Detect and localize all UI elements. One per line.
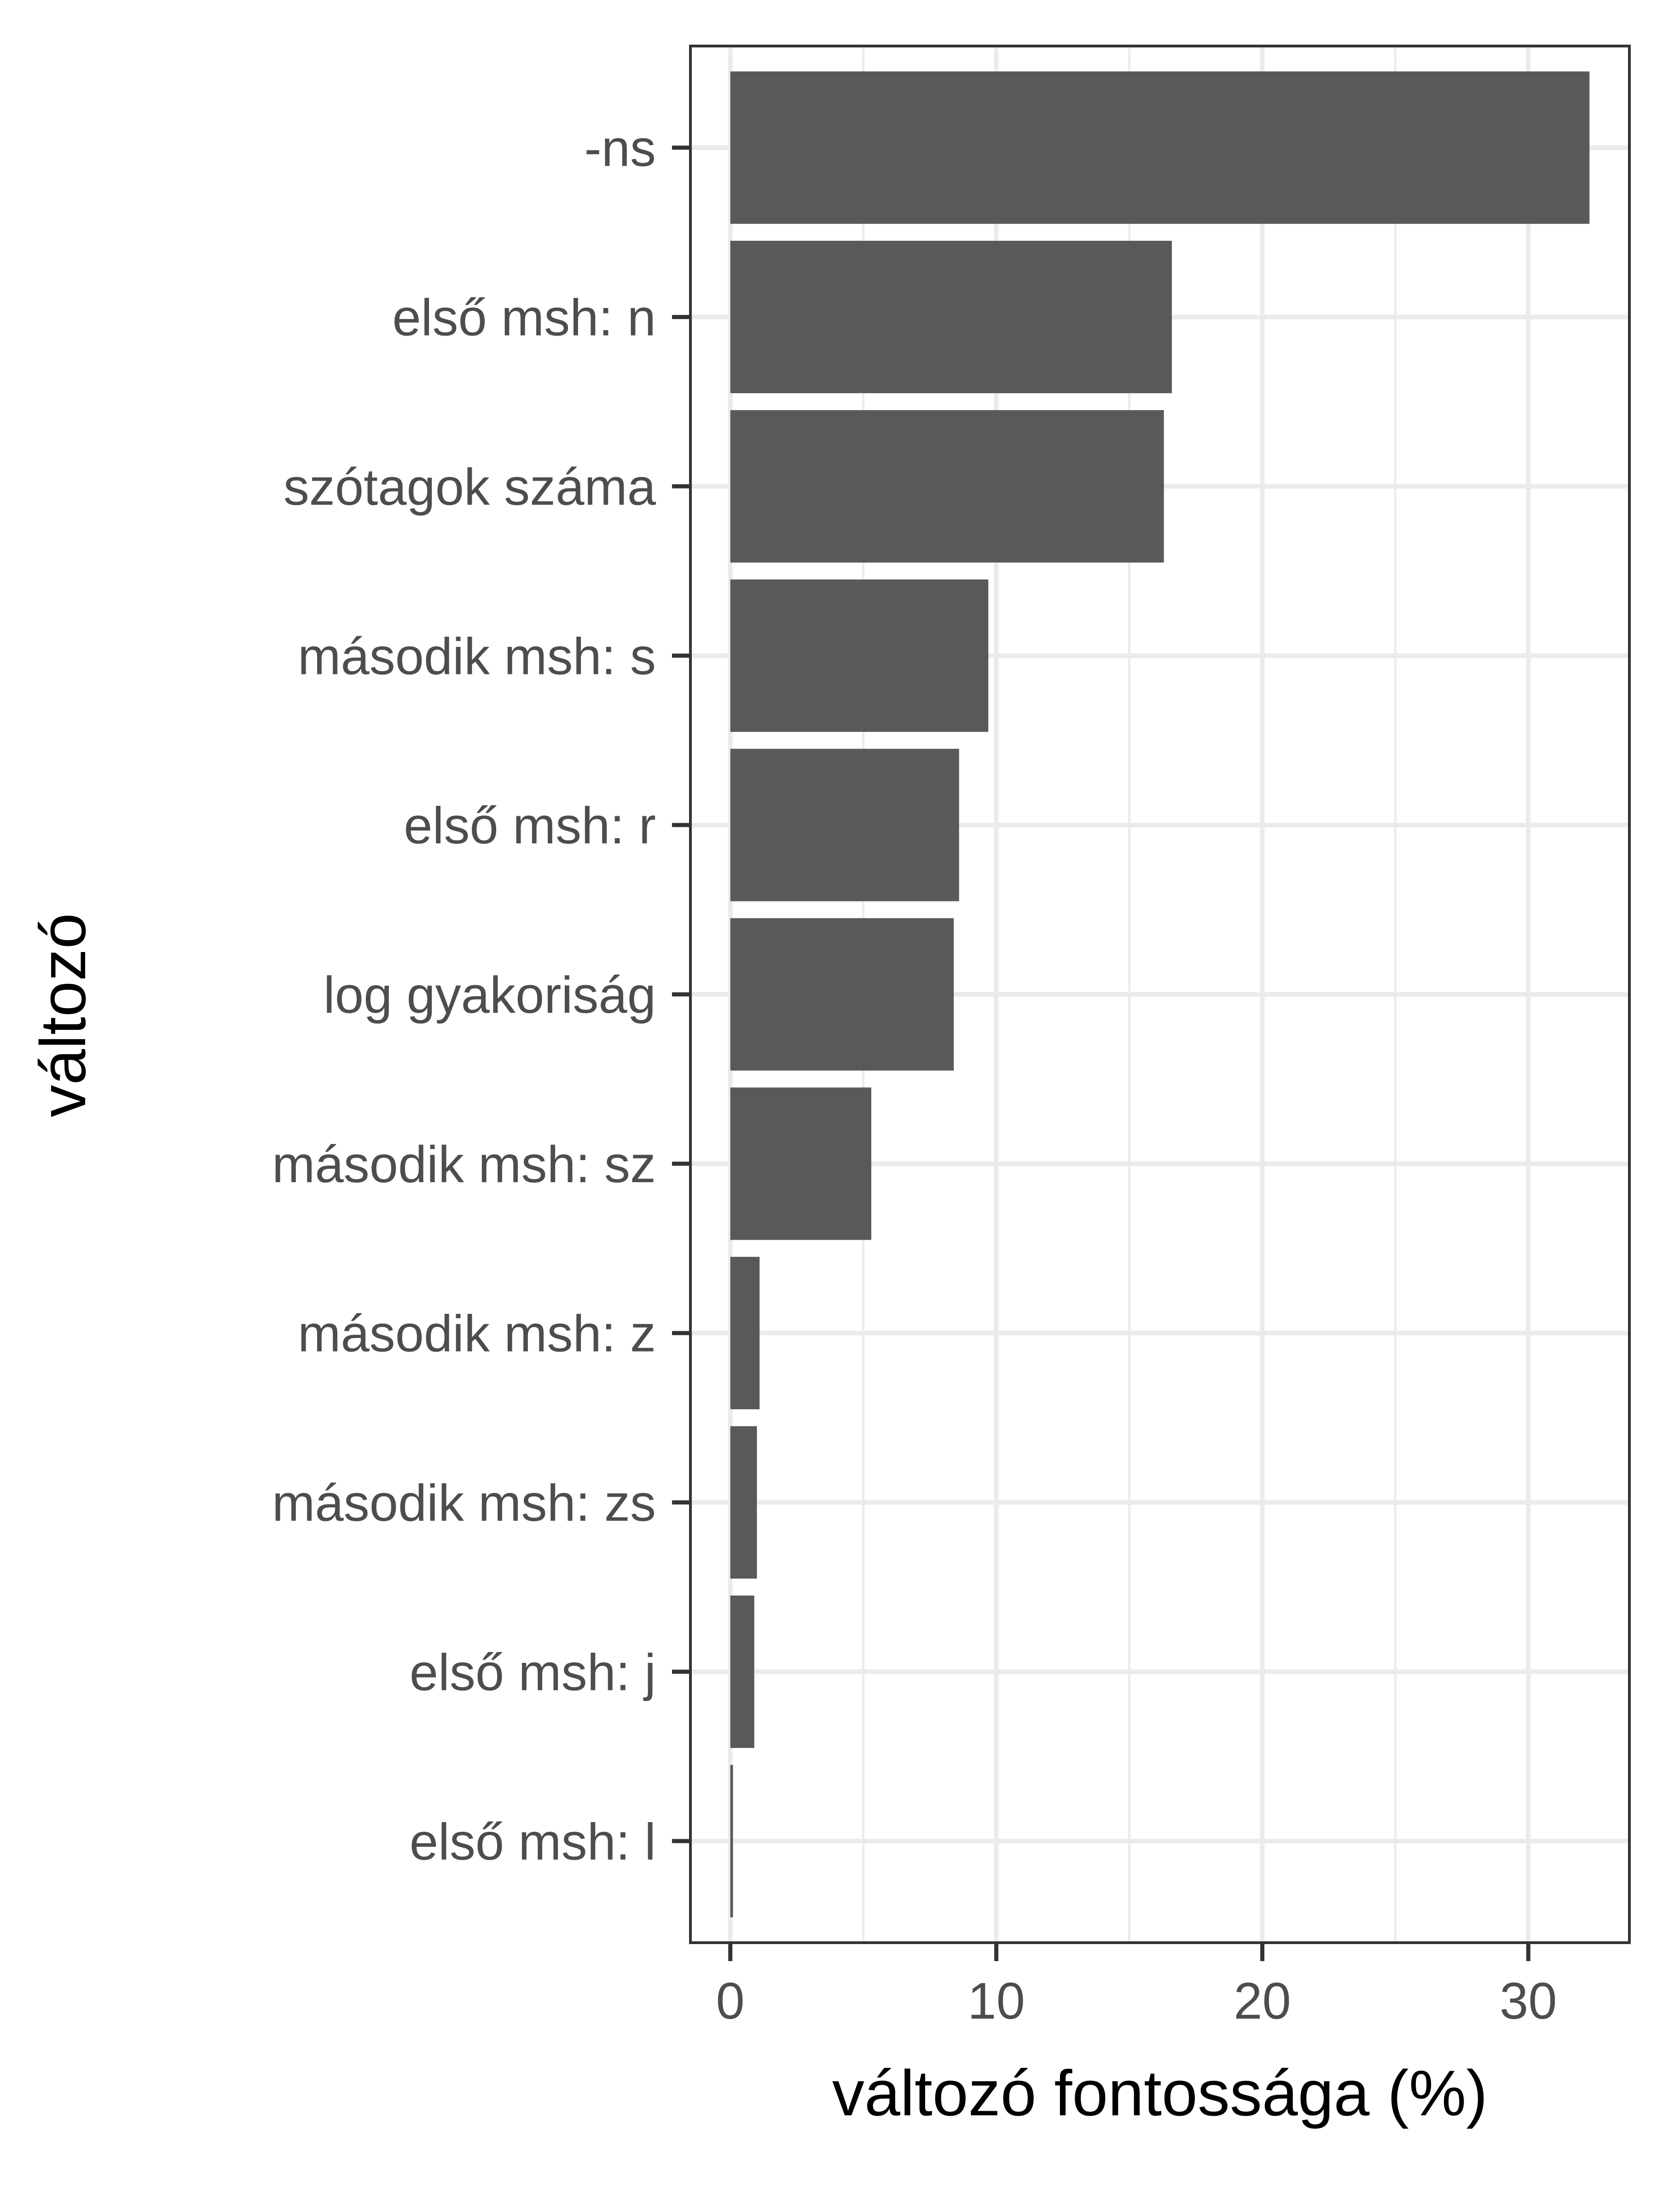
bar <box>730 1426 757 1579</box>
bar-layer <box>730 71 1590 1917</box>
bar <box>730 410 1164 563</box>
y-tick-label: első msh: r <box>404 797 656 854</box>
x-axis-title: változó fontossága (%) <box>832 2057 1488 2129</box>
bar <box>730 241 1172 394</box>
y-tick-label: első msh: j <box>410 1643 656 1701</box>
y-tick-label: log gyakoriság <box>324 966 656 1024</box>
bar <box>730 749 959 901</box>
bar <box>730 1765 733 1917</box>
y-axis-title: változó <box>27 913 99 1117</box>
bar <box>730 71 1590 224</box>
y-tick-label: első msh: n <box>392 289 656 347</box>
x-tick-label: 10 <box>968 1972 1025 2030</box>
bar <box>730 579 989 732</box>
y-axis: -ns első msh: n szótagok száma második msh:… <box>272 120 690 1870</box>
y-tick-label: második msh: sz <box>272 1136 656 1193</box>
y-tick-label: szótagok száma <box>284 458 656 516</box>
x-axis: 0 10 20 30 <box>716 1943 1557 2030</box>
y-tick-label: második msh: s <box>298 627 656 685</box>
y-tick-label: első msh: l <box>410 1813 656 1870</box>
bar <box>730 1087 871 1240</box>
bar <box>730 1595 754 1748</box>
x-tick-label: 20 <box>1234 1972 1291 2030</box>
bar <box>730 1257 760 1410</box>
y-tick-label: második msh: z <box>298 1305 656 1363</box>
y-tick-label: második msh: zs <box>272 1475 656 1532</box>
x-tick-label: 0 <box>716 1972 745 2030</box>
x-tick-label: 30 <box>1500 1972 1557 2030</box>
y-tick-label: -ns <box>584 120 656 177</box>
bar <box>730 918 954 1071</box>
